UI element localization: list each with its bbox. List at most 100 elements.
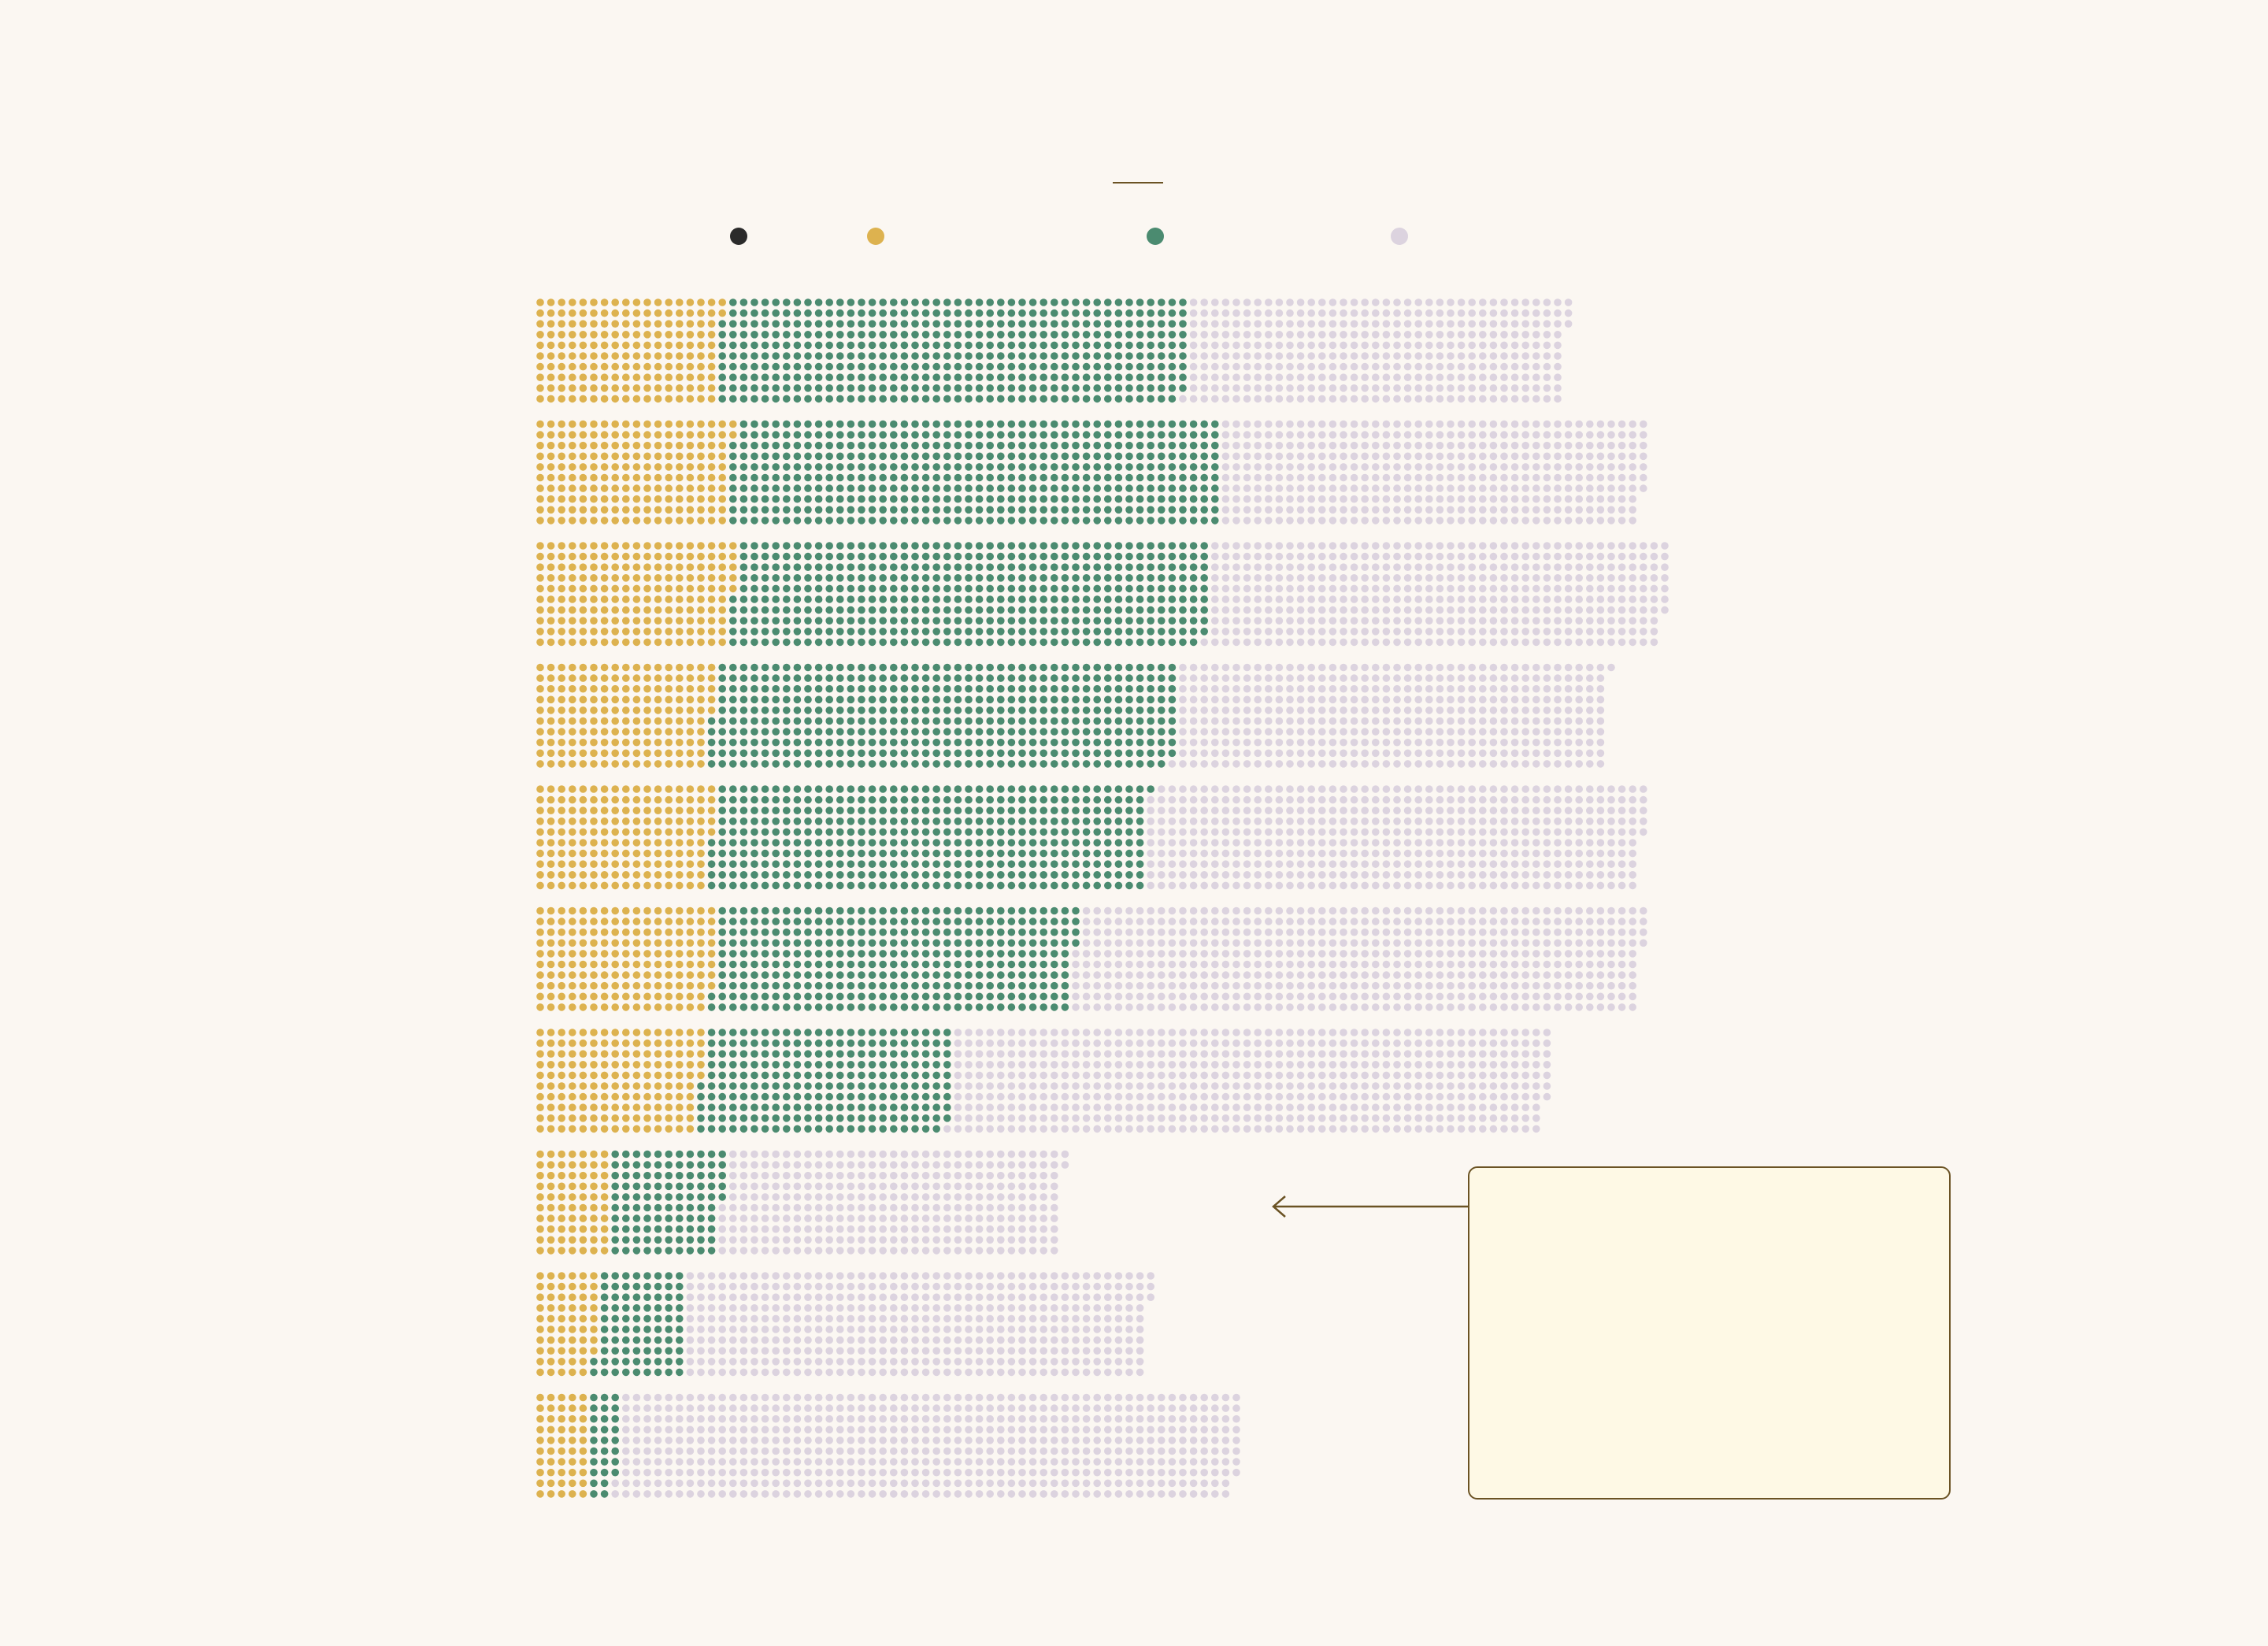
dot (761, 574, 769, 582)
dot (718, 828, 726, 836)
dot (1265, 341, 1273, 350)
dot (1168, 441, 1177, 450)
dot (1307, 463, 1315, 471)
dot (1221, 473, 1230, 482)
dot (1489, 584, 1498, 593)
dot (558, 839, 565, 847)
dot (1232, 628, 1240, 636)
dot (1543, 695, 1551, 704)
dot (954, 495, 962, 503)
dot (686, 441, 695, 450)
dot (975, 452, 984, 461)
dot (1189, 738, 1198, 747)
dot (1028, 674, 1037, 682)
dot (1350, 806, 1358, 814)
dot (686, 663, 695, 672)
dot (1607, 628, 1615, 636)
dot (547, 638, 555, 647)
dot (836, 552, 844, 561)
dot (975, 552, 984, 561)
dot (611, 806, 619, 814)
dot (1093, 738, 1101, 747)
dot (1414, 552, 1422, 561)
dot (1564, 638, 1573, 647)
dot (1232, 373, 1240, 382)
dot (879, 706, 887, 714)
dot (858, 871, 865, 879)
dot (1125, 606, 1133, 614)
dot (1114, 517, 1123, 525)
dot (686, 484, 695, 492)
dot (975, 298, 984, 306)
dot (1361, 574, 1369, 582)
dot (1061, 420, 1069, 428)
dot (1051, 839, 1058, 847)
dot (1554, 760, 1562, 768)
dot (954, 617, 962, 625)
dot (600, 849, 609, 858)
dot (986, 684, 994, 693)
dot (1510, 684, 1519, 693)
dot (1061, 320, 1069, 328)
dot (665, 606, 673, 614)
dot (1243, 495, 1251, 503)
dot (1457, 817, 1466, 825)
dot (1221, 495, 1230, 503)
dot (1361, 484, 1369, 492)
dot (1554, 574, 1562, 582)
dot (1221, 352, 1230, 360)
dot (890, 362, 898, 371)
dot (676, 760, 684, 768)
dot (729, 352, 737, 360)
dot (622, 617, 630, 625)
dot (858, 473, 865, 482)
dot (1040, 795, 1047, 804)
dot (804, 795, 812, 804)
dot (632, 749, 641, 758)
dot (1414, 728, 1422, 736)
dot (1436, 517, 1444, 525)
dot (1447, 849, 1455, 858)
dot (1479, 795, 1487, 804)
dot (932, 441, 940, 450)
dot (1221, 817, 1230, 825)
dot (1286, 695, 1294, 704)
dot (1372, 452, 1380, 461)
dot (879, 517, 887, 525)
dot (1468, 542, 1476, 550)
dot (1179, 584, 1187, 593)
dot (1254, 828, 1262, 836)
dot (1586, 638, 1594, 647)
dot (1510, 552, 1519, 561)
dot (814, 717, 823, 725)
dot (1221, 320, 1230, 328)
dot (665, 452, 673, 461)
dot (1543, 463, 1551, 471)
dot (1051, 341, 1058, 350)
dot (1543, 749, 1551, 758)
dot (707, 860, 716, 868)
dot (1286, 552, 1294, 561)
dot (750, 563, 758, 571)
dot (825, 298, 833, 306)
dot (676, 431, 684, 439)
dot (632, 452, 641, 461)
dot (1554, 674, 1562, 682)
dot (814, 384, 823, 392)
dot (1521, 384, 1529, 392)
dot (590, 606, 598, 614)
dot (1425, 341, 1433, 350)
dot (1618, 563, 1626, 571)
dot (643, 706, 651, 714)
dot (911, 684, 919, 693)
dot (890, 785, 898, 793)
dot (1179, 684, 1187, 693)
dot (804, 595, 812, 603)
dot (1479, 473, 1487, 482)
dot (1575, 584, 1583, 593)
dot (1051, 431, 1058, 439)
dot (558, 595, 565, 603)
dot (911, 728, 919, 736)
dot (547, 806, 555, 814)
dot (1072, 362, 1080, 371)
